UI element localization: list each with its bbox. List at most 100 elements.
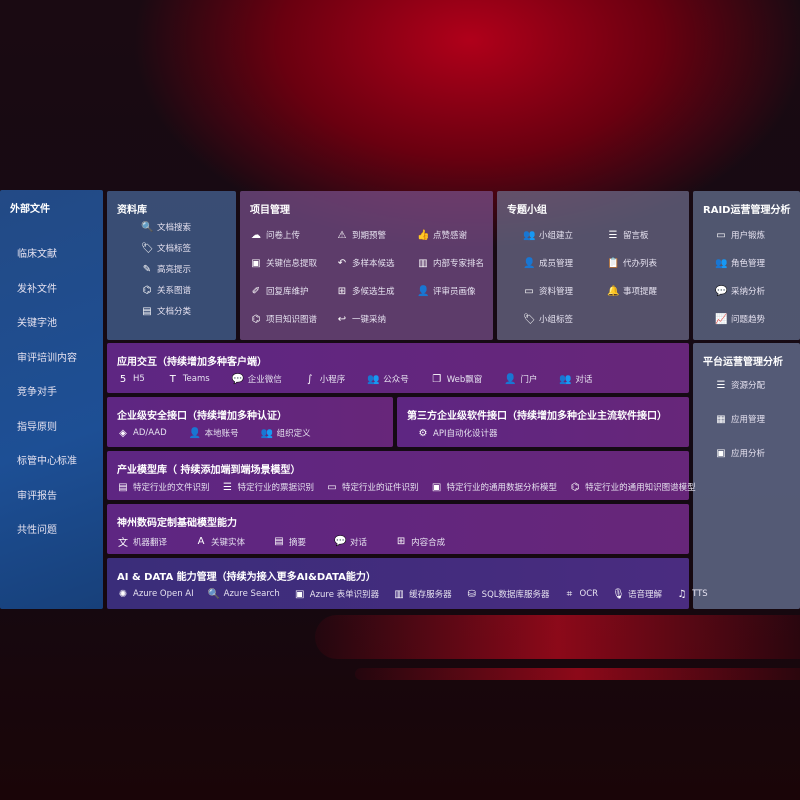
ai-data-item[interactable]: ⌗ OCR [564, 588, 598, 600]
project-item[interactable]: ↩ 一键采纳 [336, 313, 417, 326]
puzzle-icon: ⊞ [337, 285, 347, 297]
security-item[interactable]: 👤 本地账号 [189, 427, 239, 440]
topic-group-item[interactable]: 🏷 小组标签 [523, 313, 607, 326]
app-interaction-item[interactable]: 5 H5 [117, 373, 145, 385]
ai-data-item[interactable]: ▥ 缓存服务器 [393, 588, 451, 601]
topic-group-item[interactable]: 📋 代办列表 [607, 257, 687, 270]
external-file-item[interactable]: 关键字池 [17, 318, 57, 329]
item-label: 特定行业的文件识别 [133, 483, 210, 493]
project-item[interactable]: ⌬ 项目知识图谱 [250, 313, 336, 326]
foundation-item[interactable]: 💬 对话 [334, 534, 367, 549]
external-file-item[interactable]: 审评培训内容 [17, 352, 77, 364]
panel-title: 项目管理 [250, 205, 290, 216]
project-item[interactable]: ⚠ 到期预警 [336, 229, 417, 242]
topic-group-item[interactable]: ☰ 留言板 [607, 229, 687, 242]
cloud-upload-icon: ☁ [251, 229, 261, 241]
industry-item[interactable]: ▭ 特定行业的证件识别 [326, 481, 418, 494]
raid-item[interactable]: 📈 问题趋势 [715, 313, 765, 326]
item-label: 用户锻炼 [731, 231, 766, 241]
foundation-model-panel: 神州数码定制基础模型能力 文机器翻译 A 关键实体 ▤ 摘要 💬 对话 ⊞ 内容合成 [107, 504, 689, 554]
raid-panel: RAID运营管理分析 ▭ 用户锻炼 👥 角色管理 💬 采纳分析 📈 问题趋势 [693, 191, 800, 340]
external-file-item[interactable]: 共性问题 [17, 525, 57, 536]
item-label: 小组建立 [539, 231, 574, 241]
topic-group-item[interactable]: 👤 成员管理 [523, 257, 607, 270]
topic-group-item[interactable]: 👥 小组建立 [523, 229, 607, 242]
security-panel: 企业级安全接口（持续增加多种认证） ◈ AD/AAD 👤 本地账号 👥 组织定义 [107, 397, 393, 447]
platform-item[interactable]: ▦ 应用管理 [715, 413, 765, 426]
third-party-item[interactable]: ⚙ API自动化设计器 [417, 427, 498, 440]
app-interaction-item[interactable]: 💬 企业微信 [232, 373, 282, 386]
window-icon: ❐ [432, 373, 442, 385]
foundation-item[interactable]: 文机器翻译 [117, 534, 167, 550]
foundation-item[interactable]: ▤ 摘要 [273, 534, 306, 549]
teams-icon: T [169, 373, 176, 385]
item-label: AD/AAD [133, 428, 167, 438]
analytics-icon: ▣ [716, 447, 726, 459]
ai-data-item[interactable]: 🎙 语音理解 [612, 588, 662, 601]
summary-icon: ▤ [274, 536, 284, 547]
app-interaction-item[interactable]: ∫ 小程序 [304, 373, 345, 386]
thumbs-up-icon: 👍 [417, 229, 430, 241]
tag-icon: 🏷 [523, 313, 536, 325]
document-icon: ▤ [142, 305, 152, 317]
platform-item[interactable]: ▣ 应用分析 [715, 447, 765, 460]
project-item[interactable]: ☁ 问卷上传 [250, 229, 336, 242]
bell-icon: 🔔 [607, 285, 620, 297]
file-search-icon: 🔍 [141, 221, 154, 233]
group-icon: 👥 [715, 257, 728, 269]
ai-data-item[interactable]: ♫ TTS [676, 588, 708, 600]
external-file-item[interactable]: 临床文献 [17, 249, 57, 260]
item-label: Azure 表单识别器 [309, 590, 380, 600]
industry-item[interactable]: ▣ 特定行业的通用数据分析模型 [431, 481, 557, 494]
library-item[interactable]: ▤ 文档分类 [141, 305, 191, 318]
item-label: 对话 [575, 375, 593, 385]
app-interaction-item[interactable]: 👤 门户 [504, 373, 537, 386]
industry-item[interactable]: ▤ 特定行业的文件识别 [117, 481, 210, 494]
project-item[interactable]: 👍 点赞感谢 [417, 229, 497, 242]
tts-icon: ♫ [677, 588, 687, 600]
tag-icon: 🏷 [141, 242, 154, 254]
project-panel: 项目管理 ☁ 问卷上传 ⚠ 到期预警 👍 点赞感谢 ▣ 关键信息提取 ↶ 多样本候选 ▥ 内部专家排名… [240, 191, 493, 340]
project-item[interactable]: ↶ 多样本候选 [336, 257, 417, 270]
external-file-item[interactable]: 竞争对手 [17, 387, 57, 398]
external-file-item[interactable]: 指导原则 [17, 421, 57, 433]
panel-title: 应用交互（持续增加多种客户端） [117, 357, 267, 368]
platform-item[interactable]: ☰ 资源分配 [715, 379, 766, 392]
external-file-item[interactable]: 发补文件 [17, 283, 57, 295]
library-item[interactable]: ⌬ 关系图谱 [141, 284, 191, 297]
external-file-item[interactable]: 审评报告 [17, 490, 57, 502]
project-item[interactable]: ▣ 关键信息提取 [250, 257, 336, 270]
industry-item[interactable]: ☰ 特定行业的票据识别 [222, 481, 314, 494]
ai-data-item[interactable]: ▣ Azure 表单识别器 [294, 588, 380, 601]
app-interaction-item[interactable]: T Teams [167, 373, 210, 385]
library-item[interactable]: 🔍 文档搜索 [141, 221, 191, 234]
item-label: 成员管理 [539, 259, 574, 269]
ai-data-item[interactable]: 🔍 Azure Search [208, 588, 280, 600]
project-item[interactable]: 👤 评审员画像 [417, 285, 497, 298]
project-item[interactable]: ▥ 内部专家排名 [417, 257, 497, 270]
security-item[interactable]: ◈ AD/AAD [117, 427, 167, 439]
app-interaction-item[interactable]: ❐ Web飘窗 [431, 373, 482, 386]
raid-item[interactable]: ▭ 用户锻炼 [715, 229, 766, 242]
security-item[interactable]: 👥 组织定义 [261, 427, 311, 440]
topic-group-item[interactable]: 🔔 事项提醒 [607, 285, 687, 298]
translate-icon: 文 [118, 538, 128, 549]
external-file-item[interactable]: 标管中心标准 [17, 456, 77, 467]
panel-title: 平台运营管理分析 [703, 357, 783, 368]
external-files-panel: 外部文件 临床文献 发补文件 关键字池 审评培训内容 竞争对手 指导原则 标管中心标准 审评报… [0, 190, 103, 609]
raid-item[interactable]: 💬 采纳分析 [715, 285, 765, 298]
app-interaction-item[interactable]: 👥 公众号 [367, 373, 409, 386]
ai-data-item[interactable]: ⛁ SQL数据库服务器 [466, 588, 549, 601]
database-icon: ⛁ [467, 588, 476, 600]
raid-item[interactable]: 👥 角色管理 [715, 257, 765, 270]
app-interaction-item[interactable]: 👥 对话 [559, 373, 593, 386]
industry-item[interactable]: ⌬ 特定行业的通用知识图谱模型 [569, 481, 696, 494]
project-item[interactable]: ✐ 回复库维护 [250, 285, 336, 298]
topic-group-item[interactable]: ▭ 资料管理 [523, 285, 607, 298]
library-item[interactable]: ✎ 高亮提示 [141, 263, 191, 276]
foundation-item[interactable]: A 关键实体 [195, 534, 245, 549]
project-item[interactable]: ⊞ 多候选生成 [336, 285, 417, 298]
library-item[interactable]: 🏷 文档标签 [141, 242, 191, 255]
ai-data-item[interactable]: ✺ Azure Open AI [117, 588, 194, 600]
foundation-item[interactable]: ⊞ 内容合成 [395, 534, 445, 549]
